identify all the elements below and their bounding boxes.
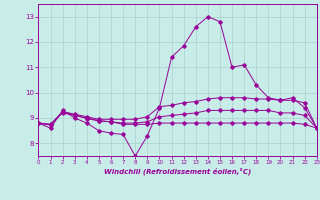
X-axis label: Windchill (Refroidissement éolien,°C): Windchill (Refroidissement éolien,°C) [104, 168, 251, 175]
